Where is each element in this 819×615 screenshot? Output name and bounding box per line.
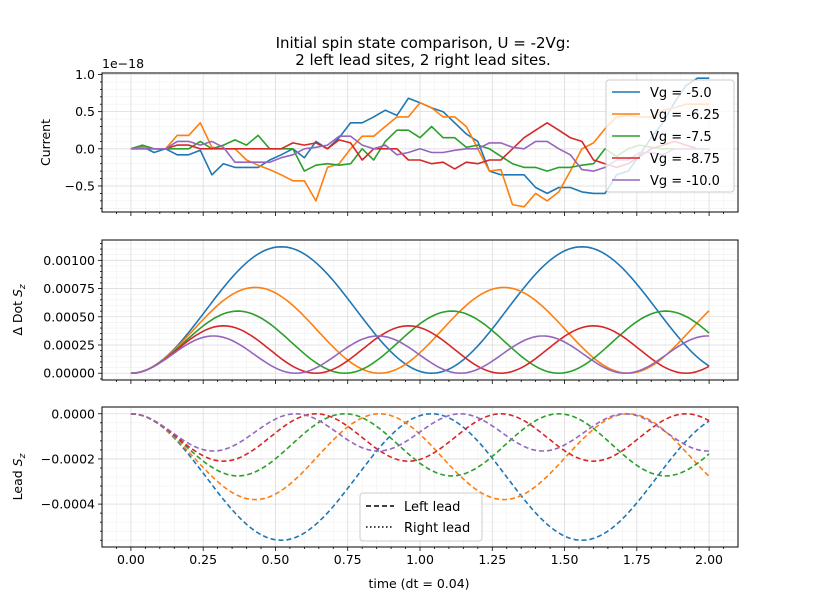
x-tick-label: 1.25: [478, 552, 506, 567]
legend-label: Vg = -7.5: [650, 130, 712, 145]
legend-box: [359, 492, 483, 542]
y-tick-label: 0.00100: [43, 253, 95, 268]
legend-label: Vg = -8.75: [650, 152, 720, 167]
current-panel: −0.5 0.0 0.5 1.0 Current 1e−18 Vg = -5.0 Vg = -…: [38, 56, 739, 216]
legend-box: [605, 79, 735, 193]
x-tick-label: 0.25: [189, 552, 217, 567]
y-tick-label: 0.00000: [43, 366, 95, 381]
series-line: [130, 286, 710, 375]
x-tick-label: 1.00: [406, 552, 434, 567]
legend-label: Left lead: [404, 500, 460, 515]
dot-sz-panel: 0.00000 0.00025 0.00050 0.00075 0.00100 Δ Dot…: [10, 239, 739, 384]
y-tick-label: −0.5: [65, 178, 95, 193]
y-tick-label: 0.00025: [43, 338, 95, 353]
series-line: [130, 245, 710, 375]
x-tick-label: 0.75: [334, 552, 362, 567]
series-line: [130, 324, 710, 375]
legend-label: Right lead: [404, 521, 470, 536]
y-tick-label: 1.0: [75, 67, 95, 82]
y-axis-label: Δ Dot Sz: [10, 284, 28, 336]
legend-label: Vg = -5.0: [650, 86, 712, 101]
series-line: [130, 310, 710, 375]
y-axis-label: Current: [38, 119, 53, 166]
series-line: [130, 335, 710, 375]
y-axis-label: Lead Sz: [10, 453, 28, 500]
y-tick-label: 0.0: [75, 141, 95, 156]
x-tick-label: 1.50: [551, 552, 579, 567]
x-axis-label: time (dt = 0.04): [368, 576, 469, 591]
x-tick-label: 0.50: [262, 552, 290, 567]
series-line-dashed: [130, 412, 710, 542]
y-tick-label: −0.0002: [41, 451, 95, 466]
series-line-dashed: [130, 412, 710, 477]
y-tick-label: 0.00050: [43, 309, 95, 324]
figure-title-line2: 2 left lead sites, 2 right lead sites.: [295, 51, 551, 69]
figure-title-line1: Initial spin state comparison, U = -2Vg:: [276, 34, 571, 52]
lead-sz-panel: −0.0004 −0.0002 0.0000 0.00 0.25 0.50 0.75 1.00…: [10, 406, 739, 567]
x-tick-label: 2.00: [695, 552, 723, 567]
series-line-dashed: [130, 412, 710, 463]
legend-label: Vg = -6.25: [650, 108, 720, 123]
series-line-dashed: [130, 412, 710, 501]
y-tick-label: 0.0000: [51, 406, 95, 421]
legend-label: Vg = -10.0: [650, 174, 720, 189]
y-tick-label: 0.5: [75, 104, 95, 119]
series-line-dashed: [130, 412, 710, 452]
x-tick-label: 0.00: [117, 552, 145, 567]
y-tick-label: −0.0004: [41, 497, 95, 512]
y-offset-text: 1e−18: [102, 56, 144, 71]
y-tick-label: 0.00075: [43, 281, 95, 296]
x-tick-label: 1.75: [623, 552, 651, 567]
